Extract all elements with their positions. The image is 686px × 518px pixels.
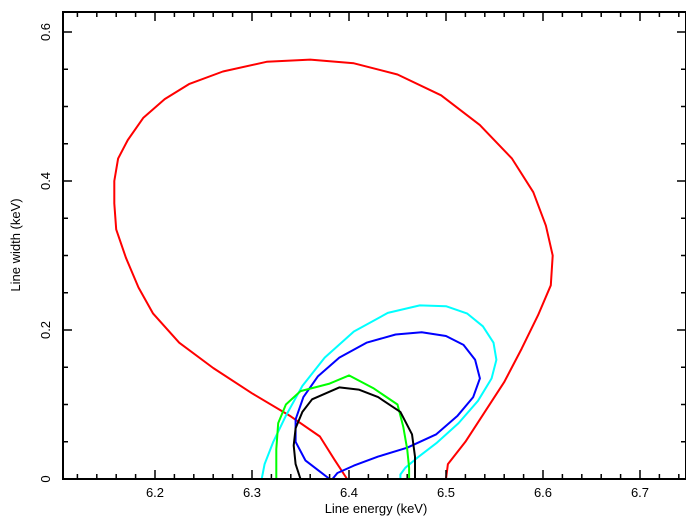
y-tick-label: 0.4 (38, 172, 53, 190)
x-tick-label: 6.4 (340, 485, 358, 500)
x-tick-label: 6.7 (631, 485, 649, 500)
plot-frame (62, 11, 686, 480)
x-tick-labels: 6.2 6.3 6.4 6.5 6.6 6.7 (146, 485, 649, 500)
contour-line-2 (260, 304, 498, 480)
x-tick-label: 6.3 (243, 485, 261, 500)
y-tick-label: 0.2 (38, 321, 53, 339)
y-tick-labels: 0 0.2 0.4 0.6 (38, 23, 53, 483)
contour-series (113, 58, 554, 480)
contour-line-1 (113, 58, 554, 480)
y-tick-label: 0.6 (38, 23, 53, 41)
x-axis-label: Line energy (keV) (325, 501, 428, 516)
x-tick-label: 6.6 (534, 485, 552, 500)
contour-line-5 (292, 386, 416, 480)
y-tick-label: 0 (38, 475, 53, 482)
contour-line-4 (275, 374, 411, 479)
x-tick-label: 6.5 (437, 485, 455, 500)
y-axis-label: Line width (keV) (8, 198, 23, 291)
x-tick-label: 6.2 (146, 485, 164, 500)
